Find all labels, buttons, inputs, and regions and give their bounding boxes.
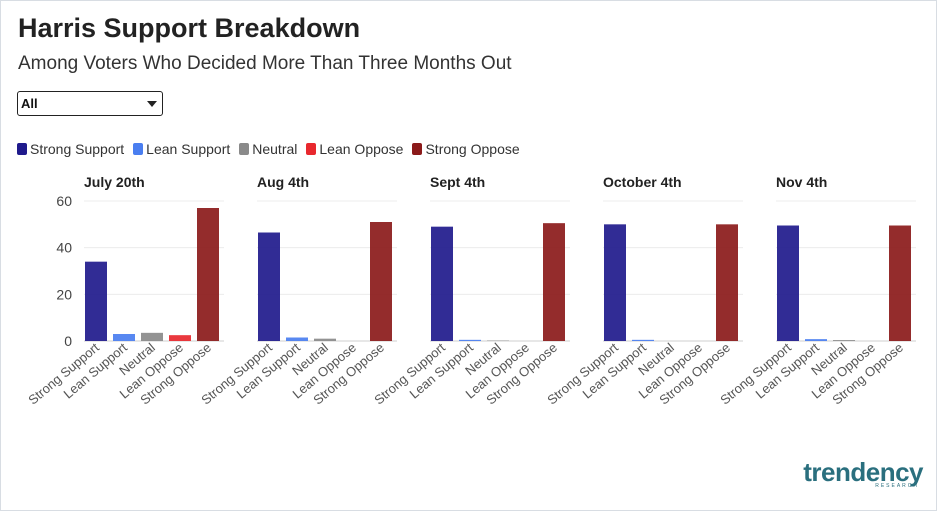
y-tick-label: 20 — [56, 286, 72, 302]
legend-item-strong-support[interactable]: Strong Support — [17, 141, 124, 157]
page-subtitle: Among Voters Who Decided More Than Three… — [18, 53, 512, 74]
legend-item-strong-oppose[interactable]: Strong Oppose — [412, 141, 520, 157]
panel-title: Nov 4th — [776, 174, 827, 190]
bar — [85, 261, 107, 341]
legend-item-neutral[interactable]: Neutral — [239, 141, 297, 157]
bar — [716, 224, 738, 341]
bar — [258, 232, 280, 341]
legend-label: Strong Support — [30, 141, 125, 157]
page-title: Harris Support Breakdown — [18, 13, 361, 43]
legend-item-lean-support[interactable]: Lean Support — [133, 141, 230, 157]
legend-swatch — [306, 143, 317, 155]
trendency-logo: trendency RESEARCH — [793, 458, 923, 492]
bar — [805, 339, 827, 341]
panel-title: October 4th — [603, 174, 682, 190]
bar — [431, 226, 453, 341]
bar — [632, 339, 654, 341]
y-tick-label: 40 — [56, 240, 72, 256]
bar — [113, 334, 135, 341]
bar — [370, 222, 392, 341]
filter-dropdown[interactable]: All — [17, 91, 163, 116]
legend-swatch — [239, 143, 250, 155]
logo-subtext: RESEARCH — [875, 483, 919, 489]
legend-label: Neutral — [252, 141, 298, 157]
chevron-down-icon — [147, 101, 157, 107]
bar — [314, 338, 336, 341]
filter-selected-value: All — [21, 96, 38, 111]
bar — [889, 225, 911, 341]
legend-label: Strong Oppose — [425, 141, 520, 157]
panel-title: Aug 4th — [257, 174, 309, 190]
legend-swatch — [17, 143, 27, 155]
bar — [777, 225, 799, 341]
bar — [141, 332, 163, 341]
panel-title: July 20th — [84, 174, 145, 190]
y-tick-label: 0 — [64, 333, 72, 349]
legend-swatch — [412, 143, 423, 155]
panel-title: Sept 4th — [430, 174, 485, 190]
bar — [169, 335, 191, 341]
y-tick-label: 60 — [56, 193, 72, 209]
legend-item-lean-oppose[interactable]: Lean Oppose — [306, 141, 403, 157]
bar — [286, 337, 308, 341]
logo-text: trendency — [803, 457, 923, 487]
chart-legend: Strong Support Lean Support Neutral Lean… — [17, 141, 520, 157]
legend-swatch — [133, 143, 144, 155]
bar — [543, 223, 565, 341]
bar — [833, 340, 855, 341]
bar — [604, 224, 626, 341]
bar — [459, 339, 481, 341]
legend-label: Lean Support — [146, 141, 231, 157]
bar — [197, 208, 219, 341]
legend-label: Lean Oppose — [319, 141, 404, 157]
